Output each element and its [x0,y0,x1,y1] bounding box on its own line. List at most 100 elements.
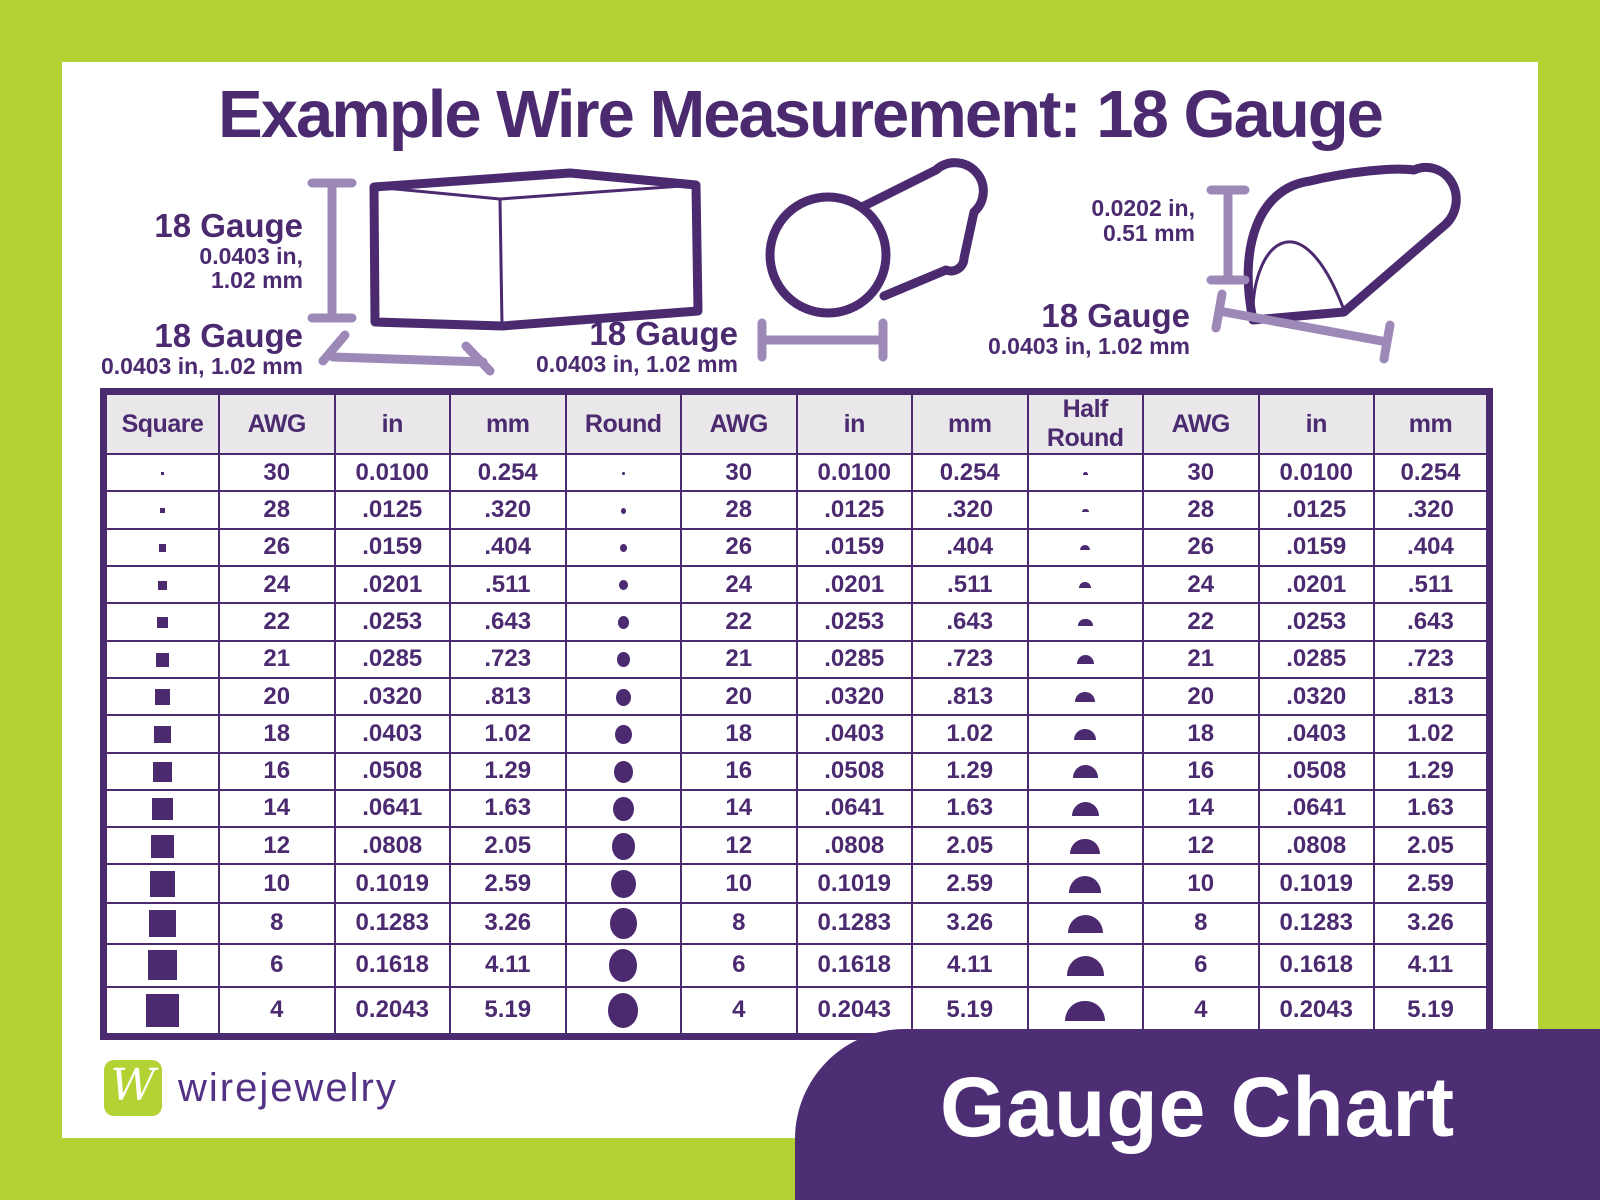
shape-cell [102,788,220,829]
table-cell: 21 [218,639,336,679]
table-cell: 26 [680,527,798,567]
table-cell: 0.254 [911,452,1029,493]
shape-cell [564,639,682,679]
table-cell: 28 [1142,490,1260,530]
shape-cell [102,751,220,791]
banner-title: Gauge Chart [939,1060,1456,1154]
table-row-awg-21: 21.0285.723 21.0285.723 21.0285.723 [102,639,1491,679]
table-cell: .723 [1373,639,1491,679]
table-cell: 1.63 [1373,788,1491,829]
table-cell: 0.2043 [333,985,451,1038]
half-round-wire-drawing [1243,162,1461,325]
square-icon [159,508,166,514]
table-cell: 1.29 [911,751,1029,791]
square-width-value: 0.0403 in, 1.02 mm [100,352,303,379]
half-round-icon [1077,618,1093,627]
table-cell: .0253 [1257,602,1375,642]
square-icon [153,725,172,744]
table-cell: .0285 [1257,639,1375,679]
table-cell: .0508 [333,751,451,791]
table-cell: 1.29 [1373,751,1491,791]
table-cell: 2.05 [911,826,1029,866]
table-cell: 0.1019 [795,863,913,904]
table-cell: 10 [680,863,798,904]
table-row-awg-28: 28.0125.320 28.0125.320 28.0125.320 [102,490,1491,530]
table-cell: 6 [680,942,798,988]
shape-cell [1026,942,1144,988]
column-header-in: in [795,390,913,455]
table-cell: 8 [680,901,798,945]
table-cell: 0.1618 [1257,942,1375,988]
shape-cell [102,602,220,642]
table-cell: 2.59 [449,863,567,904]
table-cell: 1.02 [449,714,567,754]
round-icon [609,948,638,982]
table-cell: .0508 [795,751,913,791]
table-cell: 14 [218,788,336,829]
half-round-width-gauge: 18 Gauge [1041,297,1190,334]
logo-monogram: W [110,1060,156,1111]
shape-cell [102,639,220,679]
shape-cell [564,942,682,988]
shape-cell [564,676,682,717]
round-icon [620,507,626,514]
square-icon [148,909,177,938]
round-label: 18 Gauge 0.0403 in, 1.02 mm [480,316,738,376]
half-round-icon [1072,765,1098,779]
round-icon [621,471,625,476]
table-cell: 12 [680,826,798,866]
table-cell: 22 [218,602,336,642]
table-cell: 22 [1142,602,1260,642]
table-cell: .0808 [795,826,913,866]
table-cell: .0201 [1257,564,1375,605]
table-cell: 18 [1142,714,1260,754]
square-width-label: 18 Gauge 0.0403 in, 1.02 mm [40,318,303,378]
table-cell: 20 [218,676,336,717]
half-round-height-inches: 0.0202 in, [1091,195,1195,221]
table-cell: 1.02 [1373,714,1491,754]
table-cell: 3.26 [449,901,567,945]
table-cell: 8 [218,901,336,945]
table-cell: .813 [911,676,1029,717]
column-header-in: in [333,390,451,455]
table-row-awg-8: 8 0.1283 3.26 8 0.1283 3.26 8 0.1283 3.26 [102,901,1491,945]
half-round-icon [1071,802,1099,817]
shape-cell [564,714,682,754]
table-cell: 0.0100 [1257,452,1375,493]
table-cell: .0125 [333,490,451,530]
table-cell: 6 [1142,942,1260,988]
table-cell: .0201 [795,564,913,605]
table-cell: 14 [1142,788,1260,829]
table-cell: 6 [218,942,336,988]
table-cell: .723 [449,639,567,679]
table-cell: 1.63 [449,788,567,829]
table-cell: .0285 [333,639,451,679]
shape-cell [102,901,220,945]
table-cell: 0.1283 [333,901,451,945]
shape-cell [1026,985,1144,1038]
table-cell: 0.1283 [795,901,913,945]
round-gauge: 18 Gauge [589,315,738,352]
table-cell: 4 [680,985,798,1038]
shape-cell [1026,564,1144,605]
table-cell: 10 [1142,863,1260,904]
shape-cell [1026,751,1144,791]
column-header-awg: AWG [218,390,336,455]
column-header-half-round: Half Round [1026,390,1144,455]
shape-cell [102,826,220,866]
square-icon [152,761,173,782]
square-icon [158,544,167,552]
table-cell: .0508 [1257,751,1375,791]
square-wire-drawing [369,168,703,331]
table-cell: .404 [1373,527,1491,567]
table-row-awg-24: 24.0201.511 24.0201.511 24.0201.511 [102,564,1491,605]
column-header-mm: mm [911,390,1029,455]
column-header-mm: mm [449,390,567,455]
half-round-measure-lines [1206,185,1395,364]
table-cell: 22 [680,602,798,642]
round-icon [617,616,629,629]
table-cell: .0125 [1257,490,1375,530]
round-value: 0.0403 in, 1.02 mm [535,350,738,377]
table-cell: .0641 [795,788,913,829]
table-cell: 1.63 [911,788,1029,829]
